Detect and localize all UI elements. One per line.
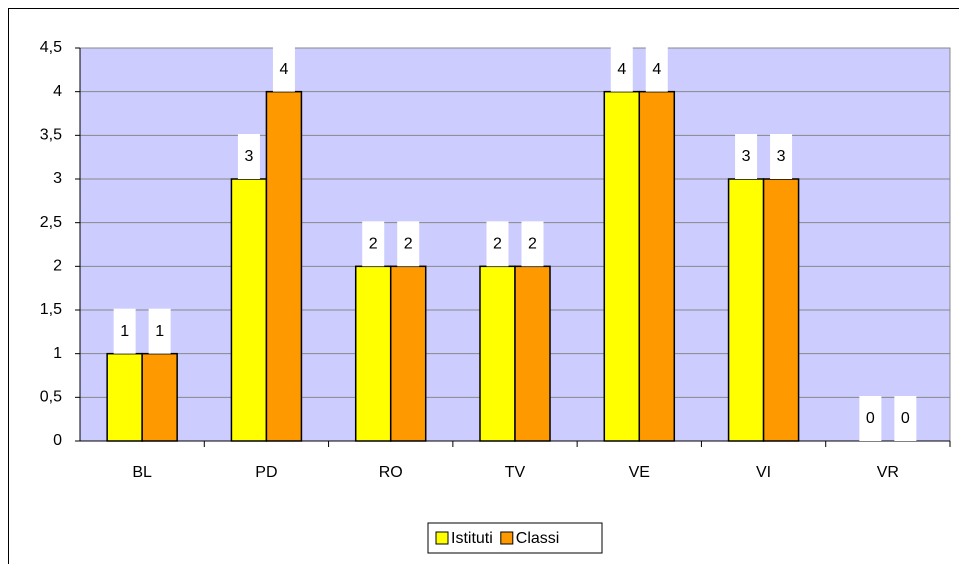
data-label-box (735, 134, 758, 179)
data-label-box (770, 134, 793, 179)
y-tick-label: 4,5 (40, 39, 62, 56)
y-tick-label: 3,5 (40, 127, 62, 144)
x-tick-label: VE (629, 464, 650, 481)
data-label-box (610, 46, 633, 92)
bar (230, 178, 268, 442)
bar (106, 352, 143, 442)
y-tick-label: 1,5 (40, 301, 62, 318)
data-label: 1 (120, 323, 129, 340)
data-label-box (645, 46, 668, 92)
y-tick-label: 2 (53, 258, 62, 275)
bar (389, 265, 427, 442)
bar (603, 90, 641, 442)
x-tick-label: BL (132, 464, 152, 481)
bar (354, 265, 392, 442)
x-tick-label: VR (877, 464, 899, 481)
bar (265, 90, 303, 442)
y-tick-label: 0,5 (40, 389, 62, 406)
data-label: 0 (901, 410, 910, 427)
data-label-box (113, 308, 136, 354)
data-label: 4 (617, 61, 626, 78)
y-tick-label: 2,5 (40, 214, 62, 231)
data-label: 4 (279, 61, 288, 78)
bar (762, 178, 800, 442)
data-label-box (272, 46, 295, 92)
x-tick-label: VI (756, 464, 771, 481)
data-label: 3 (244, 148, 253, 165)
legend-swatch (435, 531, 449, 545)
y-tick-label: 0 (53, 432, 62, 449)
data-label-box (397, 221, 420, 267)
x-tick-label: PD (255, 464, 277, 481)
data-label: 2 (493, 236, 502, 253)
bar (638, 90, 676, 442)
legend-box (427, 522, 603, 554)
data-label-box (362, 221, 385, 267)
y-tick-label: 3 (53, 170, 62, 187)
data-label: 3 (742, 148, 751, 165)
x-tick-label: RO (379, 464, 403, 481)
data-label: 1 (155, 323, 164, 340)
data-label: 0 (866, 410, 875, 427)
data-label-box (521, 221, 544, 267)
legend-swatch (500, 531, 514, 545)
data-label-box (859, 396, 882, 441)
y-tick-label: 4 (53, 83, 62, 100)
data-label-box (486, 221, 509, 267)
x-tick-label: TV (505, 464, 526, 481)
legend-label: Istituti (451, 530, 493, 547)
bar (141, 352, 178, 442)
y-tick-label: 1 (53, 345, 62, 362)
data-label: 4 (652, 61, 661, 78)
data-label: 2 (369, 236, 378, 253)
bar (479, 265, 516, 442)
bar (727, 178, 765, 442)
data-label-box (894, 396, 917, 441)
data-label: 2 (404, 236, 413, 253)
data-label: 3 (777, 148, 786, 165)
data-label: 2 (528, 236, 537, 253)
data-label-box (148, 308, 171, 354)
data-label-box (237, 134, 260, 179)
bar (514, 265, 551, 442)
legend-label: Classi (516, 530, 560, 547)
